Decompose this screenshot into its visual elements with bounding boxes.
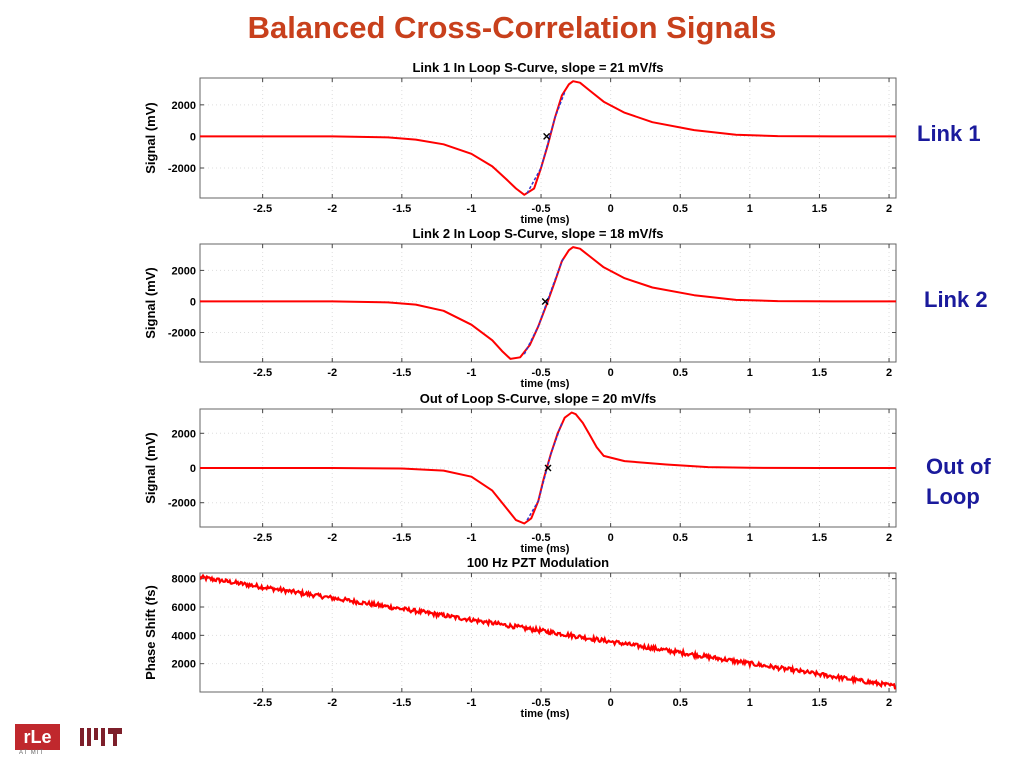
y-tick-label: 2000 <box>172 265 196 277</box>
x-tick-label: -2 <box>327 367 337 379</box>
chart-3: -2.5 -2 -1.5 -1 -0.5 0 0.5 1 1.5 2 2000 0 -2000 Out o… <box>143 391 897 555</box>
x-tick-label: -1 <box>467 367 477 379</box>
y-tick-label: 0 <box>190 296 196 308</box>
chart-title: Link 2 In Loop S-Curve, slope = 18 mV/fs <box>412 226 663 241</box>
x-tick-label: 1.5 <box>812 367 827 379</box>
x-tick-label: 0 <box>608 367 614 379</box>
y-axis-label: Signal (mV) <box>143 432 158 504</box>
x-tick-label: 2 <box>886 697 892 709</box>
x-tick-label: 0 <box>608 697 614 709</box>
x-tick-label: -0.5 <box>532 203 551 215</box>
y-tick-label: 8000 <box>172 574 196 586</box>
y-axis-label: Signal (mV) <box>143 267 158 339</box>
x-tick-label: 1.5 <box>812 532 827 544</box>
x-axis-label: time (ms) <box>521 543 570 555</box>
y-tick-label: -2000 <box>168 163 196 175</box>
x-tick-label: 2 <box>886 532 892 544</box>
plot-frame <box>199 243 897 363</box>
x-tick-label: 1.5 <box>812 697 827 709</box>
fit-line <box>526 91 566 194</box>
x-tick-label: 0.5 <box>673 697 688 709</box>
x-tick-label: -2.5 <box>253 532 272 544</box>
x-axis-label: time (ms) <box>521 214 570 226</box>
x-tick-label: -1 <box>467 697 477 709</box>
x-tick-label: 1 <box>747 367 753 379</box>
zero-crossing-marker <box>541 297 549 305</box>
chart-title: 100 Hz PZT Modulation <box>467 555 609 570</box>
x-tick-label: -2.5 <box>253 203 272 215</box>
x-tick-label: -2.5 <box>253 367 272 379</box>
y-axis-label: Phase Shift (fs) <box>143 585 158 680</box>
zero-crossing-marker <box>544 464 552 472</box>
x-tick-label: 1 <box>747 532 753 544</box>
chart-4: -2.5 -2 -1.5 -1 -0.5 0 0.5 1 1.5 2 8000 6000 4000 200… <box>143 555 897 720</box>
plot-frame <box>199 572 897 693</box>
x-axis-label: time (ms) <box>521 708 570 720</box>
x-tick-label: -0.5 <box>532 532 551 544</box>
x-axis-label: time (ms) <box>521 378 570 390</box>
x-tick-label: 0.5 <box>673 367 688 379</box>
x-tick-label: 0.5 <box>673 203 688 215</box>
chart-title: Link 1 In Loop S-Curve, slope = 21 mV/fs <box>412 60 663 75</box>
x-tick-label: 1 <box>747 697 753 709</box>
side-label-link-2: Link 2 <box>924 287 988 312</box>
x-tick-label: 1 <box>747 203 753 215</box>
x-tick-label: -0.5 <box>532 367 551 379</box>
x-tick-label: 2 <box>886 367 892 379</box>
chart-1: -2.5 -2 -1.5 -1 -0.5 0 0.5 1 1.5 2 2000 0 -2000 Link … <box>143 60 897 226</box>
x-tick-label: -1.5 <box>392 697 411 709</box>
x-tick-label: 0 <box>608 203 614 215</box>
x-tick-label: -1.5 <box>392 367 411 379</box>
y-tick-label: 2000 <box>172 659 196 671</box>
chart-title: Out of Loop S-Curve, slope = 20 mV/fs <box>420 391 657 406</box>
y-tick-label: -2000 <box>168 498 196 510</box>
rle-logo-subtext: AT MIT <box>19 750 45 756</box>
x-tick-label: -2 <box>327 532 337 544</box>
y-tick-label: 0 <box>190 131 196 143</box>
x-tick-label: -2 <box>327 697 337 709</box>
fit-line <box>526 422 563 521</box>
data-series-line <box>200 573 896 690</box>
x-tick-label: 2 <box>886 203 892 215</box>
zero-crossing-marker <box>543 132 551 140</box>
slide-title: Balanced Cross-Correlation Signals <box>247 10 777 45</box>
x-tick-label: 0 <box>608 532 614 544</box>
mit-logo-icon <box>80 724 124 748</box>
x-tick-label: -0.5 <box>532 697 551 709</box>
side-label-link-1: Link 1 <box>917 121 981 146</box>
x-tick-label: 0.5 <box>673 532 688 544</box>
y-tick-label: 6000 <box>172 602 196 614</box>
y-tick-label: 2000 <box>172 100 196 112</box>
y-tick-label: 0 <box>190 463 196 475</box>
y-tick-label: -2000 <box>168 328 196 340</box>
y-tick-label: 2000 <box>172 428 196 440</box>
plot-frame <box>199 77 897 199</box>
x-tick-label: -1.5 <box>392 532 411 544</box>
data-series-line <box>200 246 896 360</box>
chart-2: -2.5 -2 -1.5 -1 -0.5 0 0.5 1 1.5 2 2000 0 -2000 Link … <box>143 226 897 390</box>
fit-line <box>523 257 565 355</box>
y-axis-label: Signal (mV) <box>143 102 158 174</box>
x-tick-label: -1 <box>467 203 477 215</box>
x-tick-label: -2.5 <box>253 697 272 709</box>
y-tick-label: 4000 <box>172 630 196 642</box>
x-tick-label: -1.5 <box>392 203 411 215</box>
x-tick-label: -1 <box>467 532 477 544</box>
rle-logo: rLe <box>15 724 60 750</box>
side-label-out-of-loop: Out of Loop <box>926 454 991 509</box>
x-tick-label: -2 <box>327 203 337 215</box>
x-tick-label: 1.5 <box>812 203 827 215</box>
